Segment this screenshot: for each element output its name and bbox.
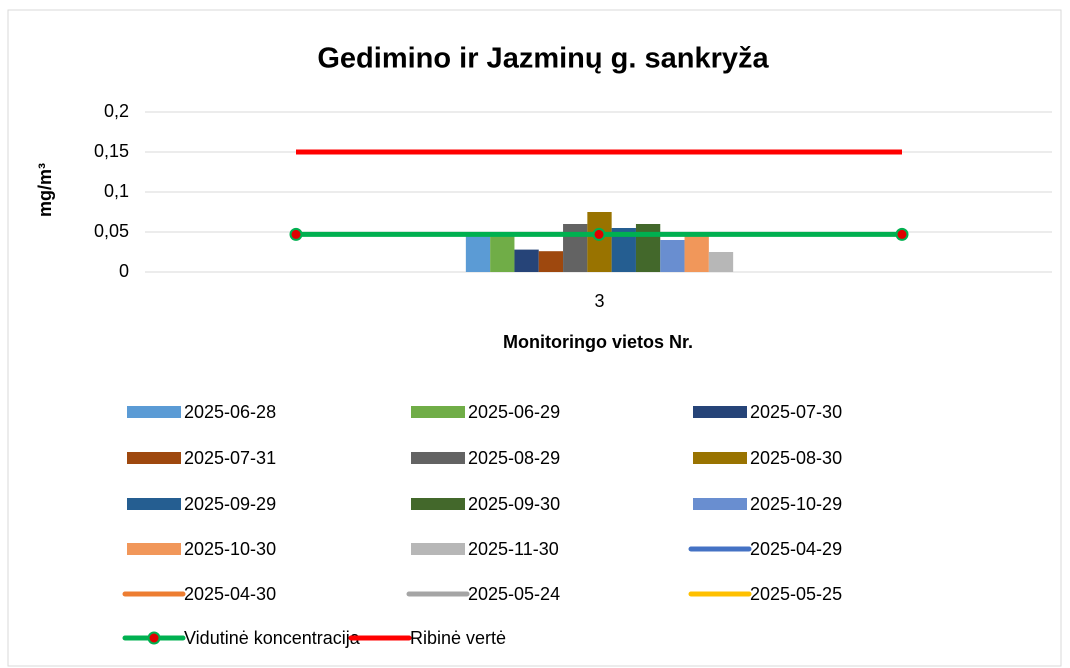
legend-label: 2025-09-29 xyxy=(184,494,276,514)
line-marker xyxy=(592,227,606,241)
legend-label: 2025-06-28 xyxy=(184,402,276,422)
bar xyxy=(538,251,564,272)
legend-swatch xyxy=(127,543,181,555)
bar xyxy=(684,236,709,272)
bar xyxy=(465,236,491,272)
y-tick-label: 0,1 xyxy=(104,181,129,201)
bar xyxy=(635,224,661,272)
legend-swatch xyxy=(127,498,181,510)
legend-label: 2025-07-30 xyxy=(750,402,842,422)
legend-label: 2025-06-29 xyxy=(468,402,560,422)
chart-title: Gedimino ir Jazminų g. sankryža xyxy=(317,43,769,75)
bar xyxy=(563,224,588,272)
y-tick-label: 0 xyxy=(119,261,129,281)
chart-frame xyxy=(7,9,1062,667)
legend-label: 2025-07-31 xyxy=(184,448,276,468)
line-marker xyxy=(289,227,303,241)
legend-swatch xyxy=(411,498,465,510)
bar xyxy=(514,249,539,272)
legend-swatch xyxy=(127,406,181,418)
legend-label: 2025-04-30 xyxy=(184,584,276,604)
legend-label: 2025-08-29 xyxy=(468,448,560,468)
legend-label: Ribinė vertė xyxy=(410,628,506,648)
legend-label: 2025-09-30 xyxy=(468,494,560,514)
legend-label: 2025-11-30 xyxy=(468,539,559,559)
legend-swatch xyxy=(693,452,747,464)
legend-label: 2025-04-29 xyxy=(750,539,842,559)
y-tick-label: 0,05 xyxy=(94,221,129,241)
legend-swatch xyxy=(693,406,747,418)
legend-swatch xyxy=(411,543,465,555)
y-tick-label: 0,2 xyxy=(104,101,129,121)
legend-label: Vidutinė koncentracija xyxy=(184,628,361,648)
line-marker xyxy=(895,227,909,241)
legend-swatch xyxy=(411,452,465,464)
legend-label: 2025-05-25 xyxy=(750,584,842,604)
bar xyxy=(660,240,685,272)
x-tick-label: 3 xyxy=(594,291,604,311)
y-axis-label: mg/m³ xyxy=(35,163,55,217)
legend-label: 2025-08-30 xyxy=(750,448,842,468)
legend-swatch xyxy=(411,406,465,418)
y-tick-label: 0,15 xyxy=(94,141,129,161)
legend-label: 2025-10-30 xyxy=(184,539,276,559)
bar xyxy=(587,212,612,272)
legend-label: 2025-05-24 xyxy=(468,584,560,604)
x-axis-label: Monitoringo vietos Nr. xyxy=(503,332,693,352)
legend-label: 2025-10-29 xyxy=(750,494,842,514)
bar xyxy=(708,252,734,272)
legend-swatch xyxy=(693,498,747,510)
legend-swatch xyxy=(127,452,181,464)
bar xyxy=(490,232,515,272)
legend-marker xyxy=(147,631,161,645)
